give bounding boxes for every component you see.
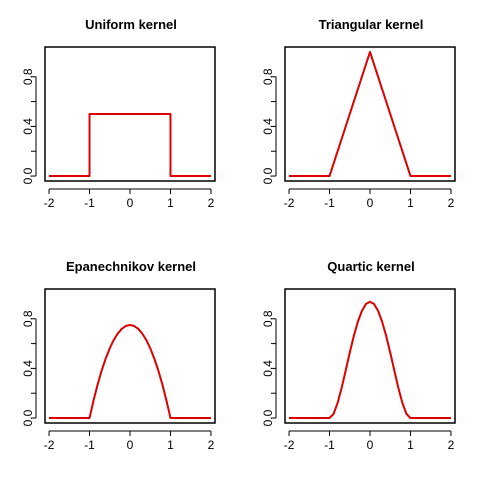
x-tick-label: -2 — [284, 196, 295, 210]
x-tick-label: 0 — [127, 196, 134, 210]
panel-triangular: Triangular kernel -2 -1 0 1 2 0.0 0.4 0.8 — [261, 17, 456, 210]
y-tick-label: 0.0 — [261, 409, 275, 426]
y-tick-label: 0.4 — [21, 118, 35, 135]
y-tick-label: 0.0 — [21, 409, 35, 426]
plot-area: -2 -1 0 1 2 0.0 0.4 0.8 — [21, 288, 216, 452]
x-tick-label: -1 — [324, 196, 335, 210]
x-tick-label: 2 — [448, 438, 455, 452]
y-tick-label: 0.8 — [261, 68, 275, 85]
x-tick-label: 0 — [127, 438, 134, 452]
x-tick-label: 0 — [367, 196, 374, 210]
x-tick-label: 0 — [367, 438, 374, 452]
y-tick-label: 0.8 — [21, 310, 35, 327]
plot-area: -2 -1 0 1 2 0.0 0.4 0.8 — [261, 288, 456, 452]
x-tick-label: 1 — [407, 196, 414, 210]
y-tick-label: 0.8 — [21, 68, 35, 85]
plot-frame — [44, 46, 216, 182]
x-tick-label: 2 — [208, 438, 215, 452]
y-tick-label: 0.0 — [21, 167, 35, 184]
x-tick-label: -1 — [324, 438, 335, 452]
panel-uniform: Uniform kernel -2 -1 0 1 2 0.0 0.4 0.8 — [21, 17, 216, 210]
x-tick-label: 1 — [167, 196, 174, 210]
panel-quartic: Quartic kernel -2 -1 0 1 2 0.0 0.4 0.8 — [261, 259, 456, 452]
plot-frame — [284, 288, 456, 424]
x-tick-label: -1 — [84, 438, 95, 452]
panel-title: Epanechnikov kernel — [66, 259, 196, 274]
kernel-curve — [289, 50, 451, 178]
plot-frame — [44, 288, 216, 424]
y-tick-label: 0.4 — [261, 360, 275, 377]
panel-epanechnikov: Epanechnikov kernel -2 -1 0 1 2 0.0 0.4 0.8 — [21, 259, 216, 452]
x-tick-label: 1 — [167, 438, 174, 452]
kernel-curve — [49, 113, 211, 178]
kernel-curve — [49, 323, 211, 420]
x-tick-label: -2 — [44, 438, 55, 452]
panel-title: Triangular kernel — [319, 17, 424, 32]
y-tick-label: 0.4 — [21, 360, 35, 377]
panel-title: Uniform kernel — [85, 17, 177, 32]
x-tick-label: 1 — [407, 438, 414, 452]
kernel-curve — [289, 300, 451, 420]
x-tick-label: 2 — [208, 196, 215, 210]
y-tick-label: 0.8 — [261, 310, 275, 327]
plot-frame — [284, 46, 456, 182]
plot-area: -2 -1 0 1 2 0.0 0.4 0.8 — [21, 46, 216, 210]
y-tick-label: 0.4 — [261, 118, 275, 135]
panel-title: Quartic kernel — [327, 259, 414, 274]
plot-area: -2 -1 0 1 2 0.0 0.4 0.8 — [261, 46, 456, 210]
x-tick-label: -1 — [84, 196, 95, 210]
y-tick-label: 0.0 — [261, 167, 275, 184]
x-tick-label: -2 — [284, 438, 295, 452]
x-tick-label: -2 — [44, 196, 55, 210]
x-tick-label: 2 — [448, 196, 455, 210]
